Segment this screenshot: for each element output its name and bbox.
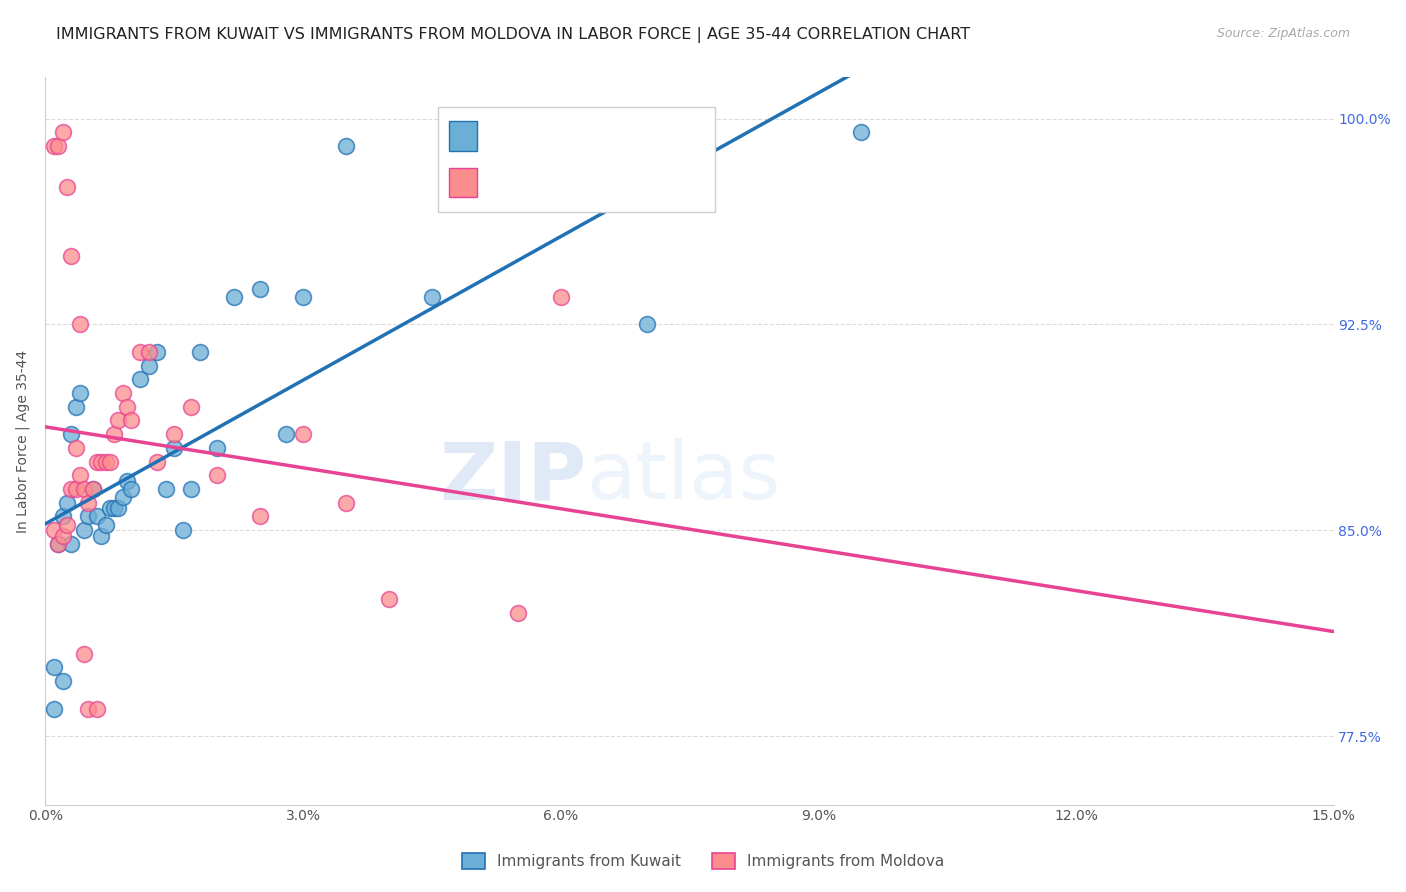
Point [86,509,108,524]
Point [172,523,194,537]
Point [292,427,315,442]
Point [86,701,108,715]
Point [65,441,87,455]
Point [180,482,202,496]
Point [138,359,160,373]
Point [65,482,87,496]
Point [120,413,142,427]
Point [224,290,246,304]
Point [129,344,152,359]
Point [56,517,79,532]
Point [65,400,87,414]
Point [42,523,65,537]
Point [77,701,100,715]
Point [205,468,228,483]
Point [52,674,75,689]
Point [42,701,65,715]
Point [69,468,91,483]
Point [90,529,112,543]
Point [146,344,169,359]
Point [52,125,75,139]
Point [73,482,96,496]
Point [111,386,134,401]
Point [73,523,96,537]
Point [48,537,70,551]
Point [180,400,202,414]
Point [103,501,125,516]
Point [98,454,121,468]
Point [129,372,152,386]
Point [77,496,100,510]
Text: Source: ZipAtlas.com: Source: ZipAtlas.com [1216,27,1350,40]
Point [378,591,401,606]
Point [120,482,142,496]
Point [163,427,186,442]
Point [115,474,138,488]
Legend: Immigrants from Kuwait, Immigrants from Moldova: Immigrants from Kuwait, Immigrants from … [456,847,950,875]
Point [94,517,117,532]
Point [420,290,443,304]
Point [111,490,134,504]
Point [42,660,65,674]
Point [292,290,315,304]
Point [138,344,160,359]
Point [56,180,79,194]
Point [107,501,129,516]
Point [42,139,65,153]
Point [115,400,138,414]
Point [60,537,83,551]
Point [86,454,108,468]
Point [274,427,297,442]
Point [98,501,121,516]
Point [77,509,100,524]
Point [60,249,83,263]
Point [48,139,70,153]
Point [94,454,117,468]
Point [69,386,91,401]
Point [249,509,271,524]
Point [90,454,112,468]
Text: IMMIGRANTS FROM KUWAIT VS IMMIGRANTS FROM MOLDOVA IN LABOR FORCE | AGE 35-44 COR: IMMIGRANTS FROM KUWAIT VS IMMIGRANTS FRO… [56,27,970,43]
Text: atlas: atlas [586,438,780,516]
Point [163,441,186,455]
Point [188,344,211,359]
Point [82,482,104,496]
Point [249,282,271,296]
Text: ZIP: ZIP [439,438,586,516]
Point [636,318,658,332]
Point [73,647,96,661]
Point [103,427,125,442]
Point [550,290,572,304]
Point [107,413,129,427]
Point [146,454,169,468]
Point [69,318,91,332]
Point [205,441,228,455]
Point [52,509,75,524]
Point [506,606,529,620]
Point [56,496,79,510]
Point [60,427,83,442]
Point [82,482,104,496]
Point [335,139,357,153]
Point [155,482,177,496]
Point [60,482,83,496]
Point [335,496,357,510]
Point [48,537,70,551]
Y-axis label: In Labor Force | Age 35-44: In Labor Force | Age 35-44 [15,350,30,533]
Point [52,529,75,543]
Point [851,125,873,139]
